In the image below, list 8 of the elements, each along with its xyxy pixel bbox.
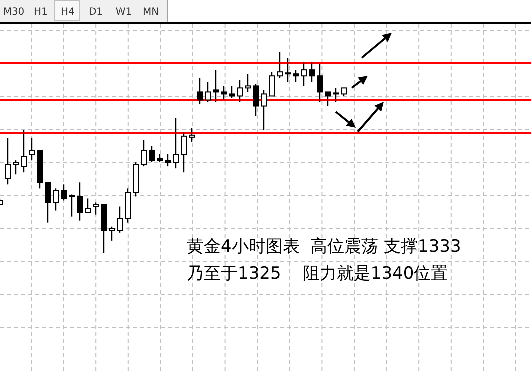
annotation: 黄金4小时图表 高位震荡 支撑1333 (187, 237, 462, 257)
text: D1 (88, 7, 104, 18)
text: H1 (34, 7, 48, 18)
text: MN (142, 7, 160, 18)
text: M30 (3, 7, 25, 18)
text: W1 (116, 7, 132, 18)
text: H4 (61, 7, 75, 18)
text: 乃至于1325 阻力就是1340位置 (187, 264, 448, 284)
